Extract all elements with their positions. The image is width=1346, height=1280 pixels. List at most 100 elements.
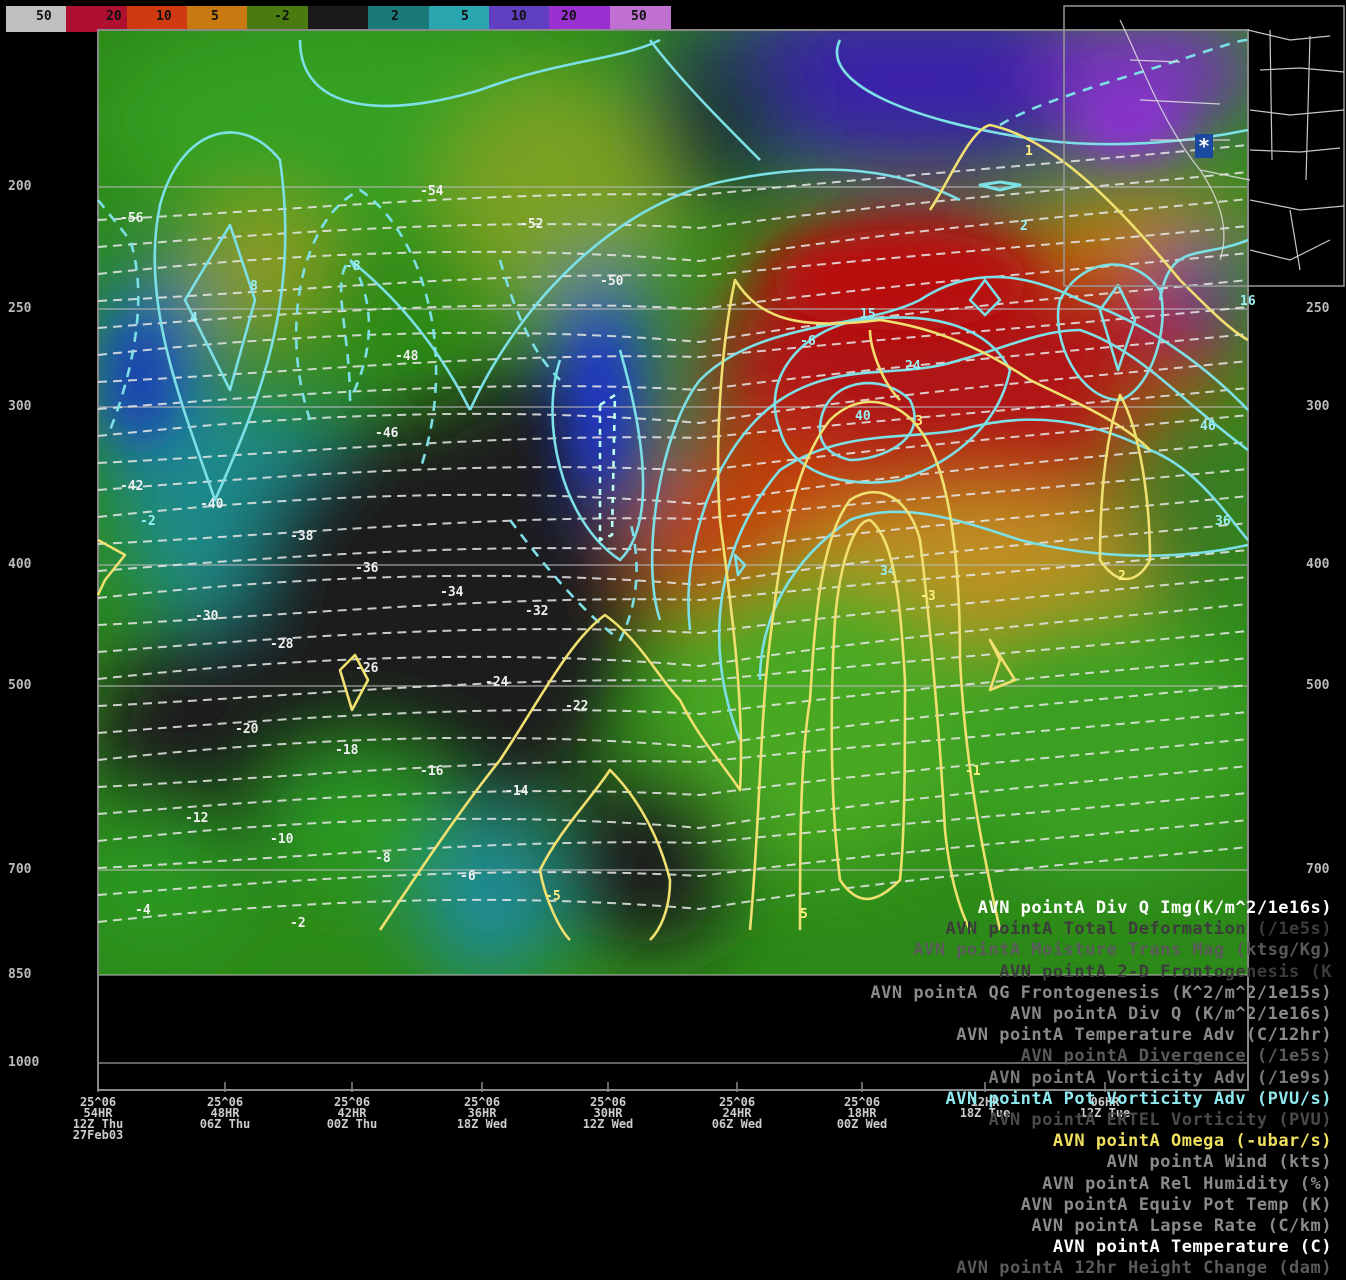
x-tick-label: 06HR 12Z Tue: [1071, 1095, 1139, 1119]
pressure-gridlines: [98, 186, 1248, 1064]
temperature-contour: [97, 495, 1249, 572]
plot-frame: [97, 29, 1249, 1091]
legend-item: AVN pointA Lapse Rate (C/km): [1031, 1216, 1332, 1237]
x-tick-fhr: 30HR: [593, 1106, 623, 1120]
legend-item: AVN pointA Total Deformation (/1e5s): [945, 919, 1332, 940]
temperature-contour: [97, 414, 1249, 491]
pv-label: -6: [800, 334, 816, 349]
legend-item: AVN pointA Temperature (C): [1052, 1237, 1332, 1258]
x-tick-label: 25^06 18HR 00Z Wed: [828, 1096, 896, 1131]
temperature-contour: [97, 657, 1249, 734]
colorbar-segment: [126, 6, 189, 32]
x-tick-label: 25^06 42HR 00Z Thu: [318, 1095, 386, 1131]
pv-label: 46: [1200, 419, 1216, 434]
temperature-contour: [97, 549, 1249, 626]
colorbar-segment: [368, 6, 430, 32]
legend-item: AVN pointA Divergence (/1e5s): [1020, 1046, 1332, 1067]
temperature-contour: [97, 387, 1249, 464]
x-tick-valid: 25^06: [79, 1095, 117, 1109]
x-tick-fhr: 48HR: [210, 1106, 240, 1120]
y-tick-label: 700: [8, 862, 32, 877]
x-tick-label: 25^06 54HR 12Z Thu 27Feb03: [64, 1095, 132, 1141]
legend-item: AVN pointA Rel Humidity (%): [1042, 1173, 1332, 1194]
legend-item: AVN pointA 12hr Height Change (dam): [956, 1258, 1332, 1279]
temperature-contour: [97, 819, 1249, 896]
colorbar-label: 20: [561, 9, 577, 24]
temperature-contour: [97, 279, 1249, 356]
pv-label: 4: [190, 311, 198, 326]
x-tick-valid: 25^06: [333, 1095, 371, 1109]
temperature-label: -40: [200, 497, 224, 512]
x-tick-day: 00Z Wed: [836, 1117, 888, 1131]
temperature-label: -54: [420, 184, 444, 199]
temperature-label: -22: [565, 699, 588, 714]
temperature-contour: [97, 333, 1249, 410]
colorbar-label: 10: [511, 9, 527, 24]
colorbar-segment: [428, 6, 490, 32]
temperature-label: -8: [375, 851, 391, 866]
pv-label: 16: [1240, 294, 1256, 309]
legend-item: AVN pointA Moisture Trans Mag (ktsg/Kg): [913, 940, 1332, 961]
divq-image: [98, 30, 1248, 975]
x-tick-day: 12Z Thu: [72, 1117, 124, 1131]
x-tick-valid: 25^06: [463, 1095, 501, 1109]
temperature-contour-labels: -56-54-52-50-48-46-42-40-38-36-34-32-30-…: [120, 184, 624, 931]
legend: AVN pointA Div Q Img(K/m^2/1e16s) AVN poi…: [870, 898, 1332, 1280]
inset-map: *: [1063, 5, 1345, 287]
temperature-label: -12: [185, 811, 208, 826]
pv-label: -2: [140, 514, 156, 529]
temperature-label: -18: [335, 743, 359, 758]
omega-label: -1: [965, 764, 981, 779]
omega-label: -3: [920, 589, 936, 604]
temperature-contour: [97, 603, 1249, 680]
x-tick-valid: 25^06: [589, 1095, 627, 1109]
y-tick-label: 250: [8, 301, 32, 316]
temperature-label: -24: [485, 675, 509, 690]
temperature-contour: [97, 171, 1249, 248]
x-tick-fhr: 06HR: [1090, 1095, 1120, 1109]
temperature-contour: [97, 144, 1249, 221]
temperature-label: -56: [120, 211, 144, 226]
temperature-contour: [97, 765, 1249, 842]
x-tick-label: 25^06 30HR 12Z Wed: [574, 1095, 642, 1130]
colorbar-segment: [488, 6, 551, 32]
temperature-contour: [97, 792, 1249, 869]
colorbar-label: -2: [274, 9, 290, 24]
y-tick-label-right: 250: [1306, 301, 1330, 316]
omega-contour-labels: 1 3 5 -1 -3 -5 2: [545, 144, 1126, 922]
temperature-contour: [97, 522, 1249, 599]
colorbar-label: 50: [631, 9, 647, 24]
temperature-label: -32: [525, 604, 548, 619]
temperature-contour: [97, 306, 1249, 383]
temperature-label: -42: [120, 479, 143, 494]
pv-label: 8: [250, 279, 258, 294]
temperature-label: -4: [135, 903, 151, 918]
temperature-label: -38: [290, 529, 314, 544]
inset-marker: *: [1198, 134, 1210, 158]
legend-item: AVN pointA Equiv Pot Temp (K): [1020, 1194, 1332, 1215]
temperature-label: -34: [440, 585, 464, 600]
temperature-label: -16: [420, 764, 444, 779]
legend-item: AVN pointA QG Frontogenesis (K^2/m^2/1e1…: [870, 982, 1332, 1003]
colorbar-segment: [549, 6, 611, 32]
x-tick-day: 06Z Wed: [711, 1117, 763, 1131]
temperature-contour: [97, 738, 1249, 815]
colorbar-segment: [187, 6, 249, 32]
x-tick-fhr: 24HR: [722, 1106, 752, 1120]
y-tick-label-right: 700: [1306, 862, 1330, 877]
temperature-contour: [97, 711, 1249, 788]
y-tick-label-right: 500: [1306, 678, 1330, 693]
temperature-label: -36: [355, 561, 379, 576]
temperature-label: -6: [460, 869, 476, 884]
colorbar-segment: [307, 6, 370, 32]
legend-item: AVN pointA Vorticity Adv (/1e9s): [988, 1067, 1332, 1088]
x-tick-valid: 25^06: [206, 1095, 244, 1109]
temperature-contour: [97, 576, 1249, 653]
x-tick-day: 00Z Thu: [326, 1117, 378, 1131]
colorbar-segment: [609, 6, 671, 32]
pv-label: 15: [860, 307, 876, 322]
temperature-contour: [97, 630, 1249, 707]
x-tick-day: 06Z Thu: [199, 1117, 251, 1131]
colorbar-label: 50: [36, 9, 52, 24]
